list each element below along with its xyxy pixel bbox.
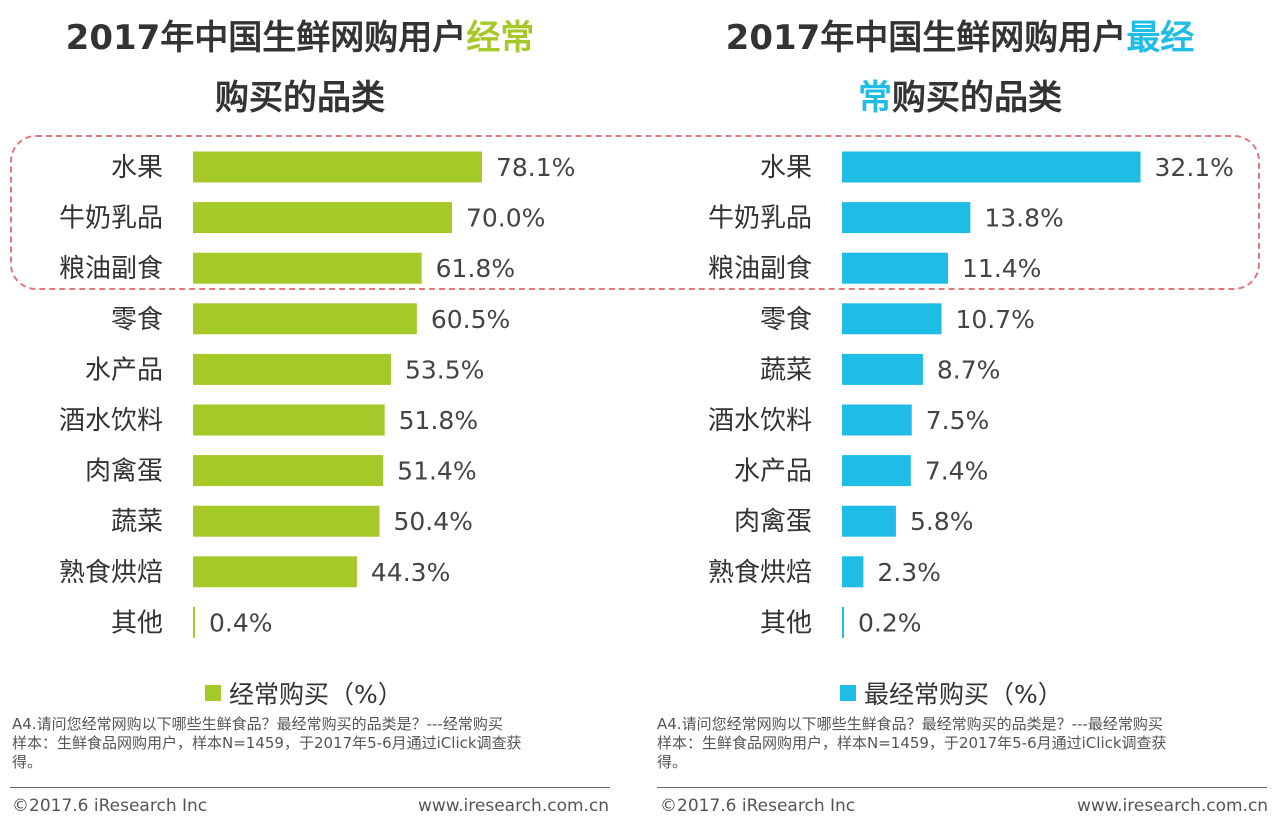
left-category-label-8: 熟食烘焙 [59, 558, 163, 588]
left-bar-4 [193, 353, 391, 385]
right-bar-2 [842, 252, 949, 284]
right-copyright: ©2017.6 iResearch Inc [660, 796, 856, 816]
left-category-label-0: 水果 [111, 153, 163, 183]
left-value-label-6: 51.4% [397, 457, 476, 486]
left-value-label-8: 44.3% [371, 558, 450, 587]
left-category-label-5: 酒水饮料 [59, 406, 163, 436]
right-category-label-6: 水产品 [734, 457, 812, 487]
left-bar-0 [193, 151, 482, 183]
right-chart-title: 2017年中国生鲜网购用户最经 常购买的品类 [725, 18, 1195, 118]
right-bar-7 [842, 505, 896, 537]
left-note: A4.请问您经常网购以下哪些生鲜食品？最经常购买的品类是？---经常购买 样本：… [12, 715, 522, 771]
right-bar-3 [842, 303, 942, 335]
left-category-label-6: 肉禽蛋 [85, 457, 163, 487]
right-value-label-6: 7.4% [925, 457, 989, 486]
left-bar-5 [193, 404, 385, 436]
legend-swatch-green [205, 685, 221, 701]
right-bar-8 [842, 556, 864, 588]
right-value-label-9: 0.2% [858, 608, 922, 637]
left-value-label-1: 70.0% [466, 204, 545, 233]
left-value-label-0: 78.1% [496, 153, 575, 182]
left-legend-label: 经常购买（%） [229, 680, 403, 709]
left-category-label-4: 水产品 [85, 355, 163, 385]
right-value-label-3: 10.7% [956, 305, 1035, 334]
right-category-label-1: 牛奶乳品 [708, 204, 812, 234]
left-category-label-7: 蔬菜 [111, 507, 163, 537]
left-bar-9 [193, 606, 195, 638]
left-legend: 经常购买（%） [205, 675, 403, 711]
left-value-label-9: 0.4% [209, 608, 273, 637]
legend-swatch-blue [840, 685, 856, 701]
left-value-label-5: 51.8% [399, 406, 478, 435]
right-value-label-7: 5.8% [910, 507, 974, 536]
left-url[interactable]: www.iresearch.com.cn [418, 796, 610, 816]
left-value-label-7: 50.4% [393, 507, 472, 536]
left-category-label-1: 牛奶乳品 [59, 204, 163, 234]
right-bar-5 [842, 404, 912, 436]
right-bar-0 [842, 151, 1141, 183]
left-chart-title: 2017年中国生鲜网购用户经常 购买的品类 [65, 18, 535, 118]
right-bar-6 [842, 455, 911, 487]
left-bar-7 [193, 505, 380, 537]
left-bar-1 [193, 202, 452, 234]
right-category-label-7: 肉禽蛋 [734, 507, 812, 537]
right-footer-divider [657, 787, 1267, 788]
left-value-label-4: 53.5% [405, 355, 484, 384]
right-value-label-2: 11.4% [962, 254, 1041, 283]
right-value-label-8: 2.3% [877, 558, 941, 587]
right-value-label-1: 13.8% [984, 204, 1063, 233]
left-category-label-3: 零食 [111, 305, 163, 335]
right-category-label-0: 水果 [760, 153, 812, 183]
left-copyright: ©2017.6 iResearch Inc [12, 796, 208, 816]
top3-highlight-box [10, 135, 1260, 290]
left-value-label-2: 61.8% [436, 254, 515, 283]
left-bar-6 [193, 455, 384, 487]
left-category-label-2: 粮油副食 [59, 254, 163, 284]
right-category-label-3: 零食 [760, 305, 812, 335]
left-bar-3 [193, 303, 417, 335]
right-category-label-5: 酒水饮料 [708, 406, 812, 436]
left-footer-divider [10, 787, 610, 788]
left-bar-8 [193, 556, 357, 588]
right-bar-9 [842, 606, 844, 638]
right-bar-1 [842, 202, 971, 234]
right-note: A4.请问您经常网购以下哪些生鲜食品？最经常购买的品类是？---最经常购买 样本… [657, 715, 1167, 771]
right-url[interactable]: www.iresearch.com.cn [1077, 796, 1269, 816]
right-legend: 最经常购买（%） [840, 675, 1063, 711]
right-category-label-8: 熟食烘焙 [708, 558, 812, 588]
right-legend-label: 最经常购买（%） [864, 680, 1063, 709]
right-value-label-0: 32.1% [1155, 153, 1234, 182]
right-value-label-4: 8.7% [937, 355, 1001, 384]
right-bar-4 [842, 353, 923, 385]
left-value-label-3: 60.5% [431, 305, 510, 334]
right-category-label-9: 其他 [760, 608, 812, 638]
right-category-label-4: 蔬菜 [760, 355, 812, 385]
left-bar-2 [193, 252, 422, 284]
left-category-label-9: 其他 [111, 608, 163, 638]
right-category-label-2: 粮油副食 [708, 254, 812, 284]
right-value-label-5: 7.5% [926, 406, 990, 435]
